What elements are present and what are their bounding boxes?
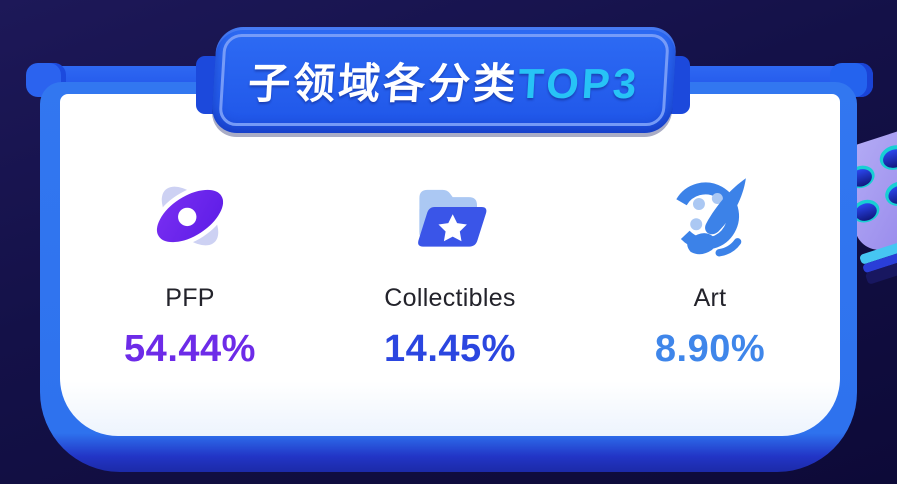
orbit-planet-icon — [144, 168, 236, 264]
star-folder-icon — [405, 168, 495, 264]
stat-collectibles: Collectibles 14.45% — [320, 168, 580, 371]
panel-frame — [40, 82, 857, 472]
stats-row: PFP 54.44% Collectibles 14.45% — [60, 168, 840, 371]
stat-label: PFP — [165, 284, 215, 312]
title-plate: 子领域各分类TOP3 — [210, 27, 678, 133]
page-title-text: 子领域各分类 — [246, 59, 520, 107]
page-title-highlight: TOP3 — [516, 59, 641, 107]
palette-brush-icon — [664, 168, 756, 264]
stat-label: Art — [693, 284, 727, 312]
page-title: 子领域各分类TOP3 — [247, 50, 642, 111]
panel-card — [60, 94, 840, 436]
stat-art: Art 8.90% — [580, 168, 840, 371]
game-controller-decoration — [848, 126, 897, 284]
stat-pfp: PFP 54.44% — [60, 168, 320, 371]
stat-value: 54.44% — [124, 328, 256, 370]
stat-value: 8.90% — [654, 328, 766, 370]
stat-value: 14.45% — [384, 328, 516, 370]
stat-label: Collectibles — [384, 284, 516, 312]
